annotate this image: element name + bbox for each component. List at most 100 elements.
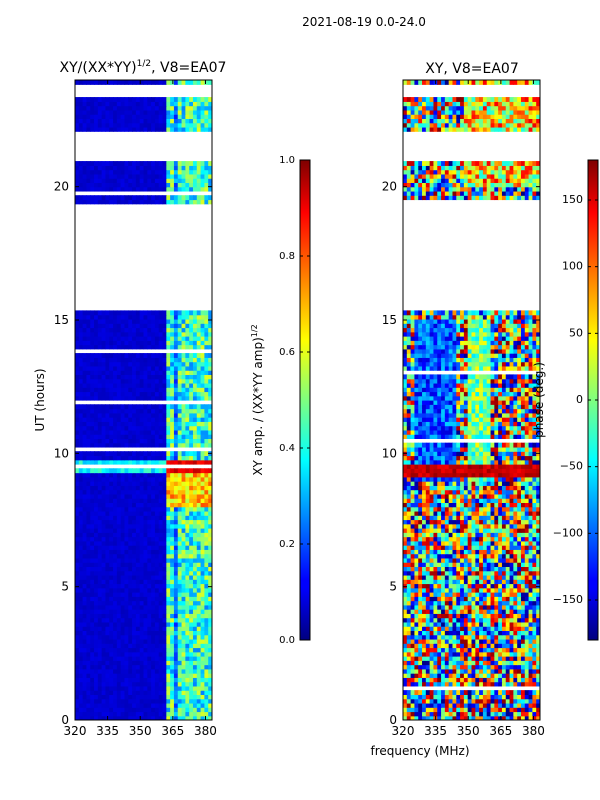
heatmap-cell [192,562,198,567]
heatmap-cell [101,310,107,316]
heatmap-cell [192,408,198,414]
heatmap-cell [139,114,145,119]
heatmap-cell [437,630,442,636]
heatmap-cell [116,173,122,179]
heatmap-cell [177,344,183,350]
heatmap-cell [154,600,160,606]
heatmap-cell [124,651,129,657]
heatmap-cell [479,626,484,631]
heatmap-cell [181,434,186,439]
heatmap-cell [113,429,118,435]
heatmap-cell [151,502,156,508]
heatmap-cell [101,656,107,661]
heatmap-cell [192,378,198,384]
heatmap-cell [109,579,114,585]
heatmap-cell [456,626,461,631]
heatmap-cell [196,327,202,333]
heatmap-cell [135,630,141,636]
heatmap-cell [441,660,446,666]
heatmap-cell [86,617,91,623]
heatmap-cell [185,169,190,175]
heatmap-cell [204,502,209,508]
heatmap-cell [463,677,469,683]
heatmap-cell [132,387,137,393]
heatmap-cell [124,404,129,410]
heatmap-cell [158,382,164,388]
heatmap-cell [204,455,209,461]
heatmap-cell [196,656,202,661]
heatmap-cell [208,391,212,397]
heatmap-cell [82,314,88,320]
heatmap-cell [90,604,95,610]
heatmap-cell [139,336,145,341]
heatmap-cell [75,417,80,422]
heatmap-cell [154,596,160,602]
heatmap-cell [501,698,507,704]
heatmap-cell [185,118,190,124]
heatmap-cell [132,118,137,124]
heatmap-cell [124,438,129,444]
heatmap-cell [147,489,152,495]
heatmap-cell [418,617,423,623]
heatmap-cell [147,715,152,720]
heatmap-cell [536,715,540,720]
heatmap-cell [75,656,80,661]
heatmap-cell [147,455,152,461]
heatmap-cell [75,391,80,397]
heatmap-cell [143,182,148,188]
heatmap-cell [90,412,95,418]
heatmap-cell [196,178,202,183]
heatmap-cell [86,643,91,649]
heatmap-cell [75,126,80,132]
heatmap-cell [94,476,99,482]
heatmap-cell [204,109,209,115]
heatmap-cell [75,421,80,427]
heatmap-cell [425,638,431,644]
heatmap-cell [177,314,183,320]
heatmap-cell [196,600,202,606]
heatmap-cell [105,702,110,708]
heatmap-cell [162,626,167,631]
heatmap-cell [192,331,198,337]
heatmap-cell [410,634,416,640]
heatmap-cell [406,656,412,661]
heatmap-cell [139,80,145,85]
heatmap-cell [185,173,190,179]
heatmap-cell [177,404,183,410]
heatmap-cell [467,609,473,614]
heatmap-cell [124,178,129,183]
heatmap-cell [185,323,190,329]
heatmap-cell [151,673,156,678]
heatmap-cell [208,540,212,546]
heatmap-cell [170,711,175,717]
heatmap-cell [135,395,141,401]
heatmap-cell [192,647,198,653]
heatmap-cell [109,105,114,111]
heatmap-cell [86,378,91,384]
heatmap-cell [116,404,122,410]
heatmap-cell [509,651,514,657]
heatmap-cell [192,165,198,171]
heatmap-cell [460,609,465,614]
heatmap-cell [513,634,518,640]
heatmap-cell [208,114,212,119]
heatmap-cell [162,579,167,585]
heatmap-cell [116,331,122,337]
heatmap-cell [143,370,148,375]
heatmap-cell [181,327,186,333]
heatmap-cell [135,540,141,546]
heatmap-cell [97,340,103,346]
heatmap-cell [173,673,179,678]
heatmap-cell [189,702,194,708]
heatmap-cell [128,314,133,320]
heatmap-cell [158,438,164,444]
heatmap-cell [463,673,469,678]
heatmap-cell [181,562,186,567]
heatmap-cell [151,459,156,465]
heatmap-cell [124,357,129,363]
heatmap-cell [109,549,114,555]
heatmap-cell [86,523,91,529]
heatmap-cell [463,613,469,619]
heatmap-cell [75,105,80,111]
heatmap-cell [120,532,126,538]
